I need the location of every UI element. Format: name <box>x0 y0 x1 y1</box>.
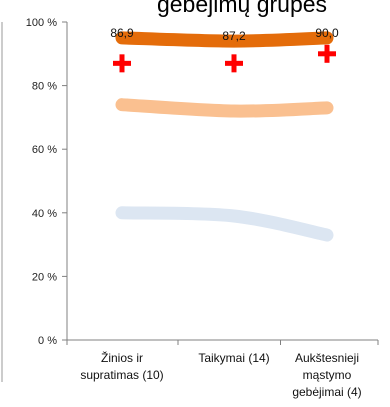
marker-cross <box>113 54 131 73</box>
y-tick-label: 40 % <box>32 208 57 220</box>
series-group <box>115 31 334 242</box>
category-label: Aukštesnieji mąstymo gebėjimai (4) <box>292 351 361 399</box>
marker-cross-bar-v <box>324 44 330 63</box>
category-label-line: Aukštesnieji <box>295 351 359 365</box>
markers-group <box>113 44 336 73</box>
series-line-2 <box>115 98 334 118</box>
category-label: Taikymai (14) <box>198 351 269 365</box>
category-label-line: Žinios ir <box>101 350 143 365</box>
data-labels-group: 86,9 87,2 90,0 <box>110 26 339 43</box>
marker-cross-bar-v <box>231 54 237 73</box>
axes: 0 % 20 % 40 % 60 % 80 % 100 % <box>26 17 379 347</box>
y-tick-label: 0 % <box>38 335 57 347</box>
y-tick-label: 20 % <box>32 271 57 283</box>
category-label-line: supratimas (10) <box>80 368 163 382</box>
marker-cross <box>318 44 336 63</box>
y-tick-label: 80 % <box>32 81 57 93</box>
chart-title: gebėjimų grupes <box>157 0 327 17</box>
series-line-1 <box>115 31 334 48</box>
marker-cross-bar-v <box>119 54 125 73</box>
category-label-line: gebėjimai (4) <box>292 385 361 399</box>
category-label: Žinios ir supratimas (10) <box>80 350 163 382</box>
category-label-line: mąstymo <box>303 368 352 382</box>
series-line-3 <box>115 206 334 242</box>
data-label: 86,9 <box>110 26 134 40</box>
category-labels-group: Žinios ir supratimas (10) Taikymai (14) Auk… <box>80 350 361 399</box>
data-label: 90,0 <box>315 26 339 40</box>
category-label-line: Taikymai (14) <box>198 351 269 365</box>
y-tick-label: 100 % <box>26 17 57 29</box>
y-tick-label: 60 % <box>32 144 57 156</box>
marker-cross <box>225 54 243 73</box>
data-label: 87,2 <box>222 29 246 43</box>
